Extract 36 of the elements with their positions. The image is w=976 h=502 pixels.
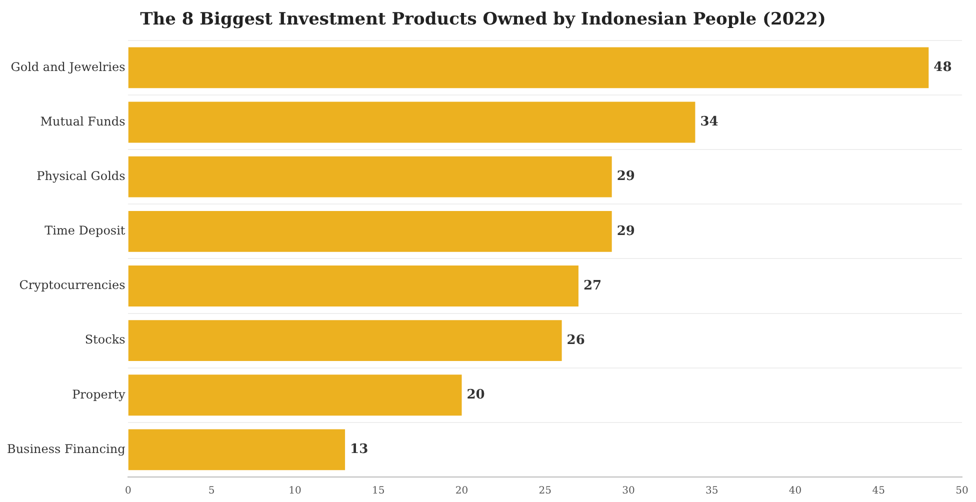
x-tick-label: 35 [706, 486, 718, 497]
y-tick-label: Stocks [84, 332, 126, 347]
y-tick-label: Gold and Jewelries [10, 60, 126, 74]
data-label: 13 [350, 442, 368, 458]
chart-title: The 8 Biggest Investment Products Owned by Indonesian People (2022) [140, 10, 826, 30]
data-label: 20 [466, 388, 485, 403]
data-label: 26 [566, 332, 585, 348]
x-tick-label: 30 [622, 486, 635, 497]
data-label: 29 [616, 224, 635, 239]
y-tick-label: Business Financing [7, 442, 126, 456]
bar [128, 266, 578, 306]
x-tick-label: 50 [956, 486, 968, 497]
data-label: 48 [934, 60, 952, 76]
bar [128, 156, 612, 198]
x-tick-label: 25 [538, 486, 552, 497]
data-label: 27 [583, 278, 602, 294]
bar [128, 102, 696, 143]
bar [128, 47, 929, 88]
y-tick-label: Physical Golds [36, 168, 126, 183]
y-tick-label: Property [72, 387, 126, 402]
bar [128, 374, 462, 416]
x-tick-label: 20 [455, 486, 468, 497]
x-tick-label: 0 [125, 486, 132, 497]
x-tick-label: 40 [788, 486, 802, 497]
y-tick-label: Mutual Funds [40, 114, 126, 128]
x-tick-label: 15 [372, 486, 385, 497]
bar [128, 429, 346, 470]
x-tick-label: 5 [208, 486, 215, 497]
data-label: 29 [616, 169, 635, 184]
data-label: 34 [700, 114, 718, 130]
x-tick-label: 45 [872, 486, 885, 497]
x-tick-label: 10 [288, 486, 302, 497]
y-tick-label: Cryptocurrencies [19, 278, 126, 292]
bar [128, 320, 562, 362]
y-tick-label: Time Deposit [44, 224, 126, 238]
bar [128, 210, 612, 252]
